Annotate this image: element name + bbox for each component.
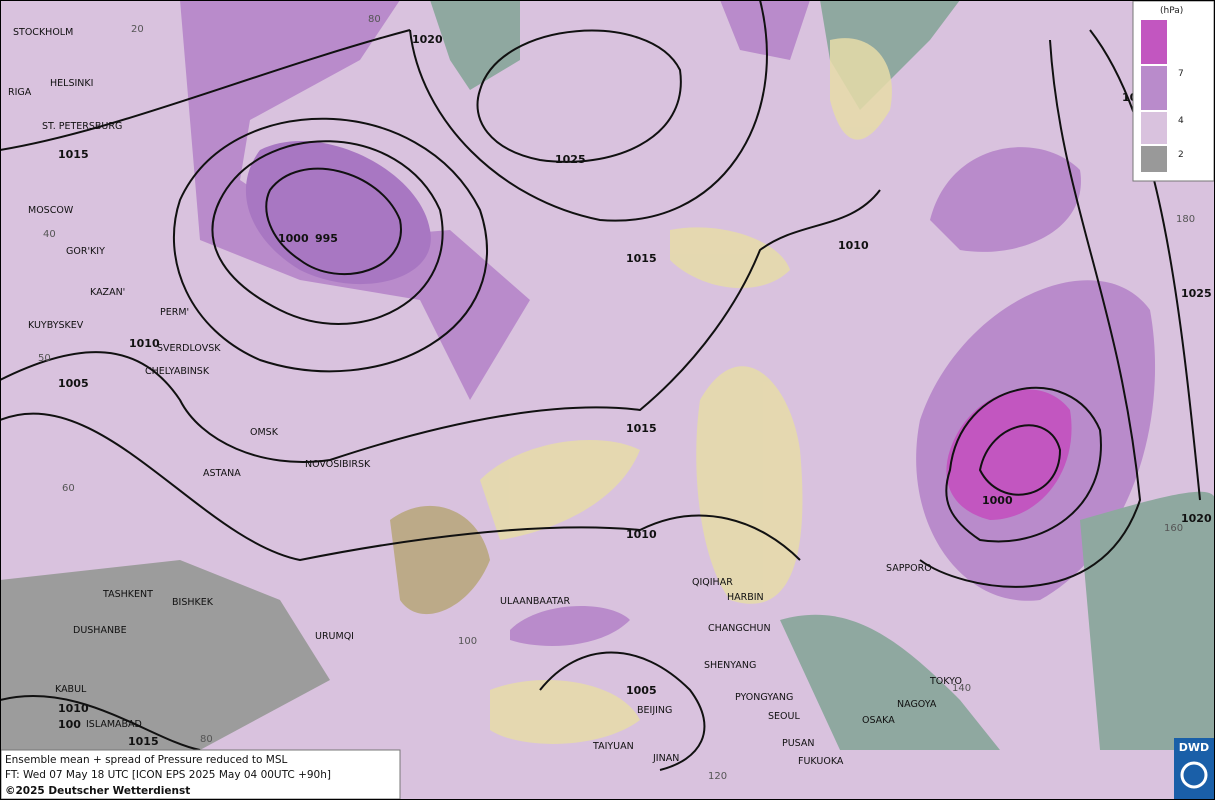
legend-swatch bbox=[1141, 146, 1167, 172]
isobars bbox=[0, 0, 1201, 771]
city-labels: STOCKHOLM HELSINKI RIGA ST. PETERSBURG M… bbox=[8, 27, 962, 767]
logo-box bbox=[1174, 738, 1214, 799]
city-label: KUYBYSKEV bbox=[28, 320, 84, 331]
graticule-label: 50 bbox=[38, 353, 51, 364]
land bbox=[390, 38, 892, 744]
city-label: HELSINKI bbox=[50, 78, 93, 89]
city-label: PERM' bbox=[160, 307, 189, 318]
isobar-label: 1020 bbox=[412, 33, 443, 46]
graticule-label: 80 bbox=[368, 14, 381, 25]
graticule-label: 120 bbox=[708, 771, 727, 782]
city-label: HARBIN bbox=[727, 592, 764, 603]
isobar-label: 1005 bbox=[626, 684, 657, 697]
city-label: NAGOYA bbox=[897, 699, 937, 710]
city-label: BISHKEK bbox=[172, 597, 214, 608]
city-label: JINAN bbox=[652, 753, 679, 764]
city-label: SVERDLOVSK bbox=[157, 343, 221, 354]
legend-level: 2 bbox=[1178, 150, 1184, 160]
graticule-label: 100 bbox=[458, 636, 477, 647]
graticule-label: 140 bbox=[952, 683, 971, 694]
isobar-label: 1005 bbox=[58, 377, 89, 390]
city-label: TOKYO bbox=[929, 676, 962, 687]
footer-line: ©2025 Deutscher Wetterdienst bbox=[5, 785, 190, 797]
footer-line: Ensemble mean + spread of Pressure reduc… bbox=[5, 754, 288, 766]
city-label: KABUL bbox=[55, 684, 87, 695]
city-label: PUSAN bbox=[782, 738, 815, 749]
city-label: OSAKA bbox=[862, 715, 895, 726]
isobar-label: 1015 bbox=[626, 422, 657, 435]
isobar-label: 1010 bbox=[58, 702, 89, 715]
spread-shading bbox=[0, 0, 1215, 750]
footer-line: FT: Wed 07 May 18 UTC [ICON EPS 2025 May… bbox=[5, 769, 331, 781]
isobar-label: 100 bbox=[58, 718, 81, 731]
city-label: QIQIHAR bbox=[692, 577, 733, 588]
legend-level: 7 bbox=[1178, 69, 1184, 79]
city-label: SHENYANG bbox=[704, 660, 756, 671]
isobar-label: 1010 bbox=[129, 337, 160, 350]
legend: (hPa) 7 4 2 bbox=[1132, 0, 1215, 182]
city-label: PYONGYANG bbox=[735, 692, 793, 703]
city-label: OMSK bbox=[250, 427, 279, 438]
isobar-label: 1025 bbox=[1181, 287, 1212, 300]
city-label: TAIYUAN bbox=[592, 741, 634, 752]
legend-unit: (hPa) bbox=[1160, 6, 1183, 16]
city-label: ULAANBAATAR bbox=[500, 596, 570, 607]
city-label: MOSCOW bbox=[28, 205, 74, 216]
city-label: STOCKHOLM bbox=[13, 27, 73, 38]
legend-swatch bbox=[1141, 66, 1167, 110]
isobar-label: 1015 bbox=[626, 252, 657, 265]
city-label: URUMQI bbox=[315, 631, 354, 642]
city-label: FUKUOKA bbox=[798, 756, 844, 767]
city-label: ST. PETERSBURG bbox=[42, 121, 122, 132]
isobar-label: 1010 bbox=[838, 239, 869, 252]
footer: Ensemble mean + spread of Pressure reduc… bbox=[0, 749, 401, 800]
city-label: NOVOSIBIRSK bbox=[305, 459, 371, 470]
footer-box bbox=[0, 749, 401, 800]
city-label: SEOUL bbox=[768, 711, 800, 722]
isobar-label: 1010 bbox=[626, 528, 657, 541]
city-label: BEIJING bbox=[637, 705, 672, 716]
isobar-label: 1015 bbox=[128, 735, 159, 748]
city-label: CHELYABINSK bbox=[145, 366, 210, 377]
city-label: CHANGCHUN bbox=[708, 623, 771, 634]
isobar-label: 1025 bbox=[555, 153, 586, 166]
logo: DWD bbox=[1174, 738, 1214, 799]
graticule-label: 180 bbox=[1176, 214, 1195, 225]
graticule-label: 40 bbox=[43, 229, 56, 240]
isobar-label: 1000 bbox=[278, 232, 309, 245]
city-label: DUSHANBE bbox=[73, 625, 127, 636]
graticule-label: 80 bbox=[200, 734, 213, 745]
graticule-labels: 20 80 40 50 60 100 80 120 180 160 140 bbox=[38, 14, 1195, 782]
city-label: KAZAN' bbox=[90, 287, 125, 298]
isobar-label: 1015 bbox=[58, 148, 89, 161]
city-label: SAPPORO bbox=[886, 563, 932, 574]
isobar-label: 995 bbox=[315, 232, 338, 245]
legend-swatch bbox=[1141, 112, 1167, 144]
isobar-label: 1020 bbox=[1181, 512, 1212, 525]
graticule-label: 20 bbox=[131, 24, 144, 35]
logo-mark bbox=[1180, 761, 1208, 789]
legend-level: 4 bbox=[1178, 116, 1184, 126]
city-label: TASHKENT bbox=[102, 589, 153, 600]
city-label: RIGA bbox=[8, 87, 32, 98]
logo-text: DWD bbox=[1179, 741, 1209, 754]
isobar-label: 1000 bbox=[982, 494, 1013, 507]
city-label: GOR'KIY bbox=[66, 246, 105, 257]
city-label: ISLAMABAD bbox=[86, 719, 142, 730]
legend-swatch bbox=[1141, 20, 1167, 64]
graticule-label: 160 bbox=[1164, 523, 1183, 534]
city-label: ASTANA bbox=[203, 468, 241, 479]
graticule-label: 60 bbox=[62, 483, 75, 494]
